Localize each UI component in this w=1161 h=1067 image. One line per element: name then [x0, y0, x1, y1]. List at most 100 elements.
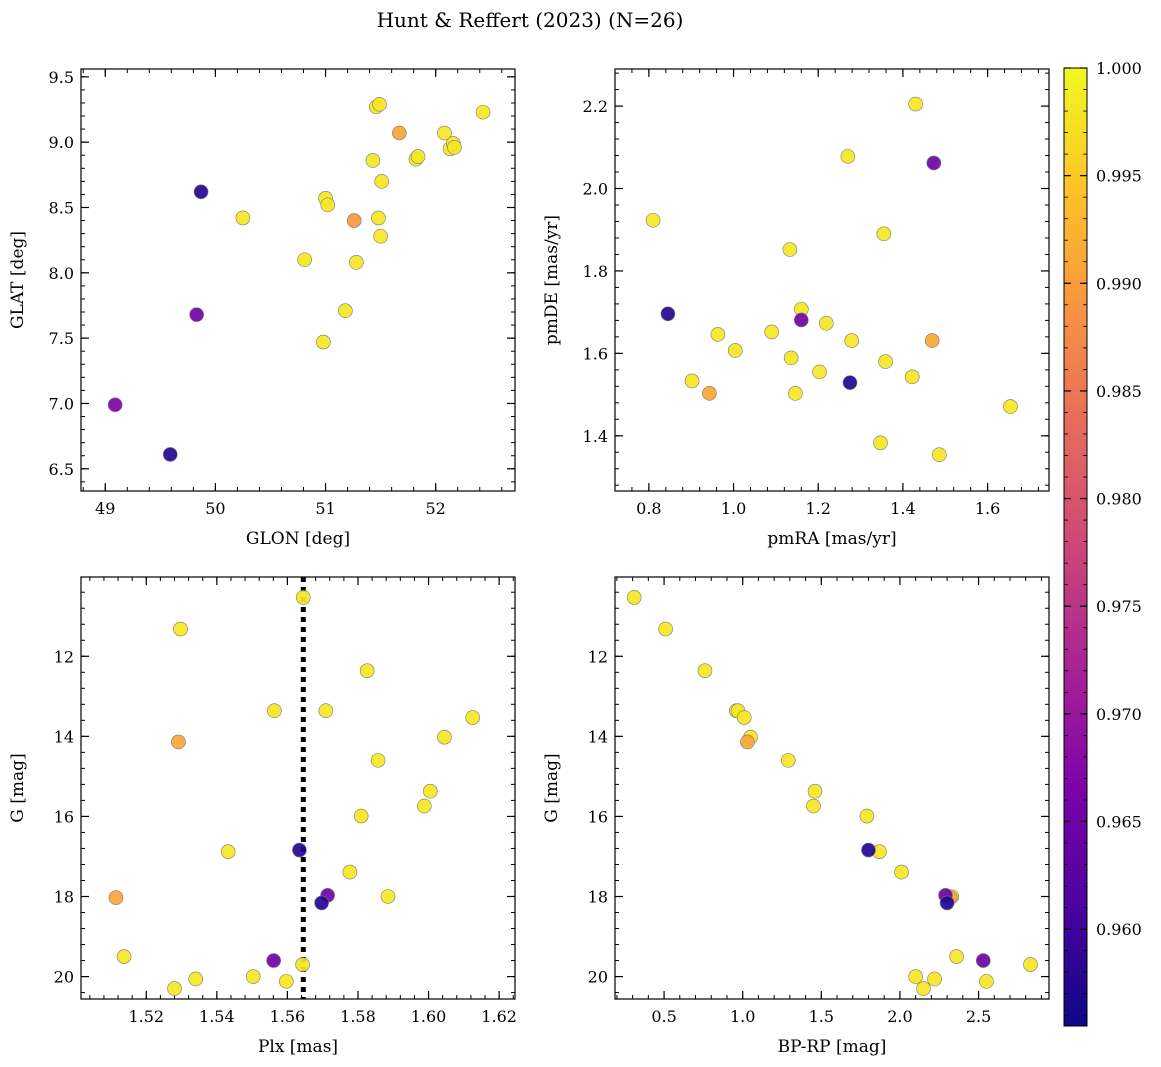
scatter-point: [292, 842, 307, 858]
scatter-point: [374, 174, 390, 189]
scatter-point: [782, 242, 798, 257]
scatter-point: [338, 303, 353, 319]
scatter-point: [932, 447, 947, 463]
y-tick-label: 12: [54, 647, 74, 666]
scatter-point: [266, 953, 281, 968]
scatter-point: [235, 210, 251, 226]
scatter-points: [645, 96, 1018, 463]
minor-ticks: [615, 69, 1049, 491]
x-tick-label: 0.5: [651, 1007, 676, 1026]
x-axis-label: BP-RP [mag]: [778, 1037, 887, 1057]
scatter-points: [108, 577, 480, 999]
scatter-point: [926, 155, 942, 171]
scatter-point: [727, 343, 743, 358]
y-tick-label: 6.5: [49, 460, 74, 479]
scatter-point: [116, 949, 132, 964]
colorbar-ticks: 0.960 0.965 0.970 0.975 0.980 0.985 0.990 0.995…: [1064, 59, 1142, 1016]
x-tick-label: 1.2: [806, 499, 831, 518]
scatter-point: [764, 324, 779, 340]
scatter-point: [267, 703, 282, 719]
scatter-point: [844, 333, 859, 348]
y-tick-label: 16: [54, 807, 74, 826]
scatter-point: [702, 386, 717, 401]
scatter-point: [318, 703, 334, 719]
y-tick-label: 1.8: [583, 262, 608, 281]
scatter-point: [780, 753, 796, 768]
scatter-point: [908, 969, 923, 984]
y-tick-label: 1.6: [583, 344, 608, 363]
scatter-point: [188, 971, 203, 987]
scatter-point: [697, 663, 713, 678]
scatter-point: [410, 149, 426, 164]
panel-top-right: 0.8 1.0 1.2 1.4 1.6 1.4 1.6 1.8 2.0 2.2 pmRA [mas/…: [542, 68, 1050, 549]
x-tick-label: 1.52: [128, 1007, 164, 1026]
scatter-point: [346, 213, 362, 228]
scatter-point: [189, 307, 204, 322]
scatter-point: [193, 184, 209, 200]
colorbar-tick-label: 0.965: [1096, 812, 1142, 831]
scatter-point: [475, 104, 491, 120]
scatter-point: [807, 783, 823, 799]
scatter-point: [295, 590, 311, 605]
scatter-point: [370, 753, 386, 768]
scatter-point: [417, 798, 432, 814]
axes-frame: [80, 68, 516, 492]
scatter-points: [626, 590, 1038, 996]
scatter-point: [710, 327, 726, 342]
x-tick-label: 49: [95, 499, 115, 518]
y-axis-label: GLAT [deg]: [8, 231, 28, 329]
scatter-point: [927, 971, 942, 987]
scatter-point: [373, 228, 388, 244]
axes-frame: [80, 576, 516, 1000]
colorbar-tick-label: 0.980: [1096, 490, 1142, 509]
scatter-point: [916, 981, 931, 996]
scatter-point: [423, 783, 438, 799]
axes-frame: [614, 576, 1050, 1000]
scatter-point: [220, 844, 236, 859]
scatter-point: [353, 808, 369, 824]
y-tick-label: 18: [588, 888, 608, 907]
x-axis-label: GLON [deg]: [246, 529, 350, 549]
x-tick-label: 50: [205, 499, 225, 518]
scatter-point: [806, 798, 821, 814]
scatter-point: [245, 969, 261, 984]
y-tick-label: 18: [54, 888, 74, 907]
x-tick-label: 1.6: [975, 499, 1000, 518]
panel-bottom-left: 1.52 1.54 1.56 1.58 1.60 1.62 12 14 16 18 20 Plx [m…: [8, 576, 517, 1057]
x-tick-label: 1.54: [199, 1007, 235, 1026]
colorbar-tick-label: 0.970: [1096, 705, 1142, 724]
scatter-point: [626, 590, 642, 605]
colorbar-gradient: [1063, 67, 1088, 1027]
y-tick-label: 7.5: [49, 329, 74, 348]
colorbar-tick-label: 1.000: [1096, 59, 1142, 78]
scatter-point: [1003, 399, 1018, 414]
x-tick-label: 1.62: [481, 1007, 517, 1026]
scatter-point: [316, 334, 331, 350]
scatter-point: [658, 621, 673, 637]
scatter-point: [1023, 957, 1038, 972]
colorbar-tick-label: 0.975: [1096, 597, 1142, 616]
colorbar-tick-label: 0.960: [1096, 920, 1142, 939]
y-tick-label: 2.0: [583, 180, 608, 199]
scatter-point: [842, 375, 858, 390]
scatter-point: [365, 153, 381, 168]
scatter-point: [314, 895, 329, 911]
scatter-point: [380, 889, 396, 904]
y-tick-label: 8.5: [49, 198, 74, 217]
y-tick-label: 8.0: [49, 264, 74, 283]
scatter-point: [736, 710, 752, 725]
scatter-point: [167, 981, 182, 996]
scatter-point: [371, 210, 386, 226]
colorbar-tick-label: 0.995: [1096, 167, 1142, 186]
scatter-point: [349, 255, 364, 270]
scatter-point: [794, 312, 809, 328]
x-tick-label: 1.60: [411, 1007, 447, 1026]
y-axis-label: G [mag]: [8, 753, 28, 822]
x-tick-label: 51: [315, 499, 335, 518]
x-tick-label: 1.56: [270, 1007, 306, 1026]
scatter-point: [873, 435, 888, 451]
panel-top-left: 49 50 51 52 6.5 7.0 7.5 8.0 8.5 9.0 9.5 GLON [deg] G…: [8, 68, 516, 549]
figure-title: Hunt & Reffert (2023) (N=26): [377, 8, 684, 32]
scatter-point: [108, 890, 124, 906]
scatter-point: [876, 226, 892, 242]
